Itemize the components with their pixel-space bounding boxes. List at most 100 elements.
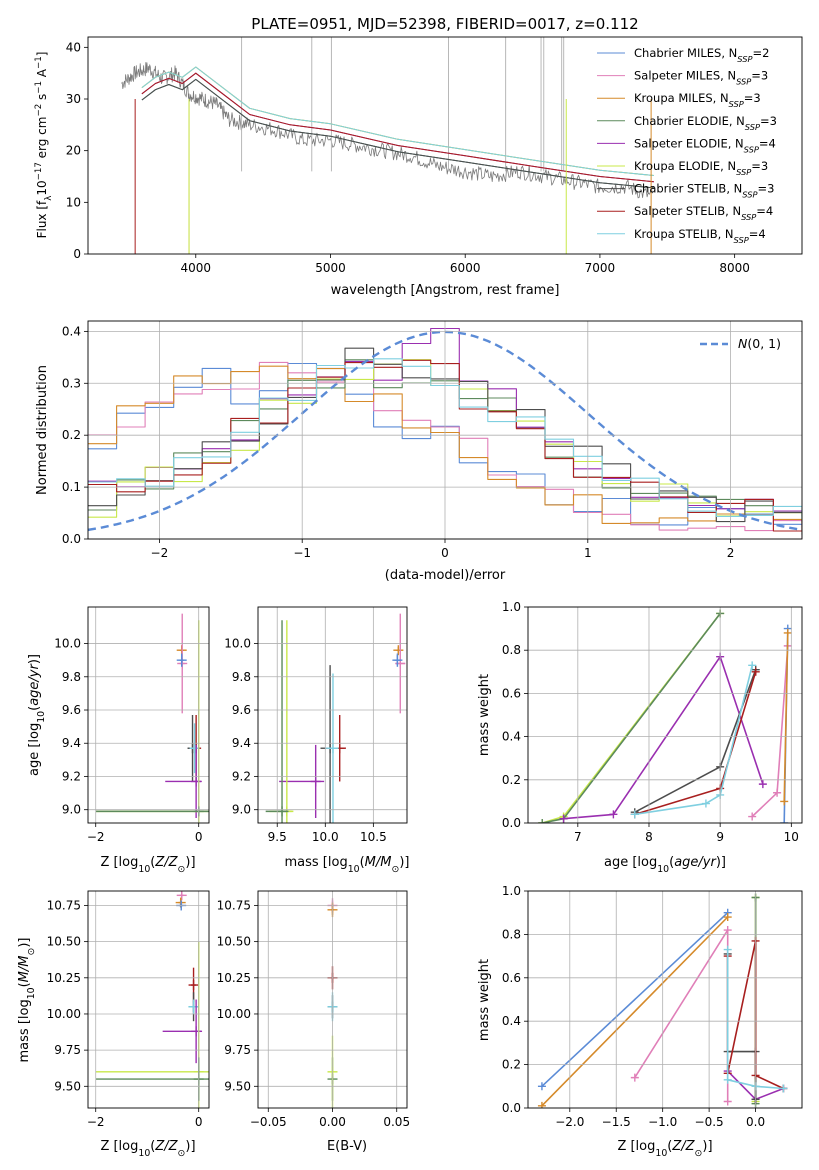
axes-frame [87,36,803,255]
axes-frame [87,320,803,540]
y-tick-label: 0.8 [502,643,521,657]
data-point [176,653,187,667]
x-tick-label: −2 [87,1115,105,1129]
age-metallicity-panel: −2 0 9.0 9.2 9.4 9.6 9.8 10.0 age [log10(age/yr)… [27,606,210,875]
weight-marker [609,810,618,819]
y-tick-label: 9.6 [232,703,251,717]
weight-marker [701,799,710,808]
y-tick-label: 0.1 [62,480,81,494]
x-tick-label: −2 [151,546,169,560]
weight-marker [751,667,760,676]
observed-spectrum-line [121,62,654,199]
y-tick-label: 10.0 [54,637,81,651]
y-tick-label: 10.0 [224,637,251,651]
plot-area [121,37,654,254]
x-axis-label: E(B-V) [327,1139,367,1154]
x-tick-label: −1 [293,546,311,560]
y-tick-label: 30 [66,92,81,106]
legend-label: Chabrier MILES, NSSP=2 [634,46,769,64]
x-tick-label: 0.05 [383,1115,410,1129]
y-tick-label: 10.25 [217,971,251,985]
y-axis-label: Normed distribution [35,365,50,495]
y-tick-label: 0.6 [502,971,521,985]
x-tick-label: −0.05 [250,1115,287,1129]
histogram-line [88,327,802,512]
x-axis-label: Z [log10(Z/Z⊙)] [100,855,195,875]
y-tick-label: 0.6 [502,686,521,700]
legend-label: N(0, 1) [738,336,781,351]
y-tick-label: 10.00 [217,1007,251,1021]
x-axis-label: (data-model)/error [385,568,506,583]
y-tick-label: 1.0 [502,884,521,898]
y-tick-label: 9.2 [62,769,81,783]
residual-panel: −2 −1 0 1 2 0.0 0.1 0.2 0.3 0.4 Normed distributio… [35,320,803,583]
x-axis-label: wavelength [Angstrom, rest frame] [331,283,560,298]
x-axis-label: mass [log10(M/M⊙)] [285,855,410,875]
x-tick-label: 2 [727,546,735,560]
y-tick-label: 0.0 [502,816,521,830]
axes-frame [527,890,803,1109]
data-point [325,673,339,823]
weight-marker [537,1082,546,1091]
y-tick-label: 0.0 [62,532,81,546]
weight-marker [723,1097,732,1106]
x-tick-label: 4000 [181,261,212,275]
y-tick-label: 0.3 [62,376,81,390]
y-tick-label: 10.50 [47,935,81,949]
y-tick-label: 10.00 [47,1007,81,1021]
y-tick-label: 9.2 [232,769,251,783]
model-spectrum-line [141,66,654,176]
x-axis-label: age [log10(age/yr)] [604,855,726,875]
y-tick-label: 9.8 [62,670,81,684]
y-tick-label: 9.4 [62,736,81,750]
x-tick-label: 9.5 [268,830,287,844]
histogram-line [88,358,802,521]
y-tick-label: 1.0 [502,600,521,614]
x-tick-label: 1 [584,546,592,560]
y-tick-label: 0.2 [62,428,81,442]
legend-label: Salpeter STELIB, NSSP=4 [634,204,773,222]
x-tick-label: 8000 [719,261,750,275]
y-tick-label: 20 [66,144,81,158]
data-point [176,891,187,901]
legend-label: Chabrier ELODIE, NSSP=3 [634,114,777,132]
x-tick-label: 0 [441,546,449,560]
weight-marker [537,1101,546,1108]
y-axis-label: Flux [fλ10−17 erg cm−2 s−1 A−1] [34,52,54,239]
x-tick-label: 8 [645,830,653,844]
weight-line [726,949,784,1090]
plot-area [538,609,792,823]
weight-marker [538,819,547,823]
legend-label: Salpeter MILES, NSSP=3 [634,69,768,87]
weight-marker [559,814,568,823]
weight-marker [773,788,782,797]
weight-metallicity-panel: −2.0 −1.5 −1.0 −0.5 0.0 0.0 0.2 0.4 0.6 0.8 1.0 mas… [477,884,803,1159]
weight-line [541,916,729,1107]
x-tick-label: 0 [195,1115,203,1129]
legend-label: Chabrier STELIB, NSSP=3 [634,182,774,200]
y-axis-label: mass weight [477,674,492,756]
legend-label: Kroupa MILES, NSSP=3 [634,91,761,109]
x-tick-label: 9 [716,830,724,844]
y-tick-label: 10.50 [217,935,251,949]
age-mass-panel: 9.5 10.0 10.5 9.0 9.2 9.4 9.6 9.8 10.0 mass [log1… [224,606,410,875]
model-spectrum-line [141,72,654,183]
x-tick-label: 0.0 [746,1115,765,1129]
x-tick-label: 0.00 [319,1115,346,1129]
weight-marker [723,913,732,922]
y-tick-label: 0.2 [502,1058,521,1072]
y-tick-label: 0.8 [502,927,521,941]
weight-line [783,632,789,802]
figure-title: PLATE=0951, MJD=52398, FIBERID=0017, z=0… [251,15,638,33]
y-tick-label: 10.75 [47,898,81,912]
y-axis-label: mass [log10(M/M⊙)] [17,938,37,1063]
y-tick-label: 10.75 [217,898,251,912]
y-tick-label: 40 [66,40,81,54]
x-axis-label: Z [log10(Z/Z⊙)] [617,1139,712,1159]
y-tick-label: 0 [73,247,81,261]
y-tick-label: 9.75 [224,1043,251,1057]
axes-frame [257,606,408,824]
legend-label: Kroupa ELODIE, NSSP=3 [634,159,768,177]
